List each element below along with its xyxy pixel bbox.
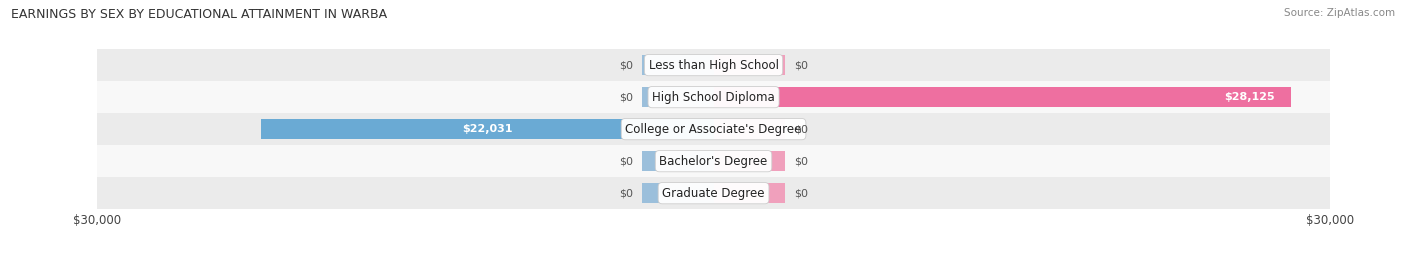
Bar (713, 87, 1291, 107)
Text: Less than High School: Less than High School (648, 59, 779, 72)
Bar (713, 151, 786, 171)
Text: Graduate Degree: Graduate Degree (662, 187, 765, 200)
Bar (97, 177, 1330, 209)
Text: $0: $0 (620, 156, 634, 166)
Text: Source: ZipAtlas.com: Source: ZipAtlas.com (1284, 8, 1395, 18)
Bar (641, 87, 713, 107)
Text: $0: $0 (620, 60, 634, 70)
Text: $28,125: $28,125 (1225, 92, 1275, 102)
Bar (262, 119, 713, 139)
Text: $0: $0 (793, 188, 807, 198)
Bar (713, 55, 786, 75)
Text: $0: $0 (793, 60, 807, 70)
Text: $0: $0 (793, 124, 807, 134)
Text: College or Associate's Degree: College or Associate's Degree (626, 123, 801, 136)
Text: Bachelor's Degree: Bachelor's Degree (659, 155, 768, 168)
Bar (97, 145, 1330, 177)
Bar (713, 119, 786, 139)
Bar (97, 49, 1330, 81)
Text: High School Diploma: High School Diploma (652, 91, 775, 104)
Bar (641, 151, 713, 171)
Text: $0: $0 (620, 188, 634, 198)
Bar (641, 55, 713, 75)
Text: $0: $0 (793, 156, 807, 166)
Bar (97, 113, 1330, 145)
Text: $0: $0 (620, 92, 634, 102)
Bar (713, 183, 786, 203)
Bar (97, 81, 1330, 113)
Text: EARNINGS BY SEX BY EDUCATIONAL ATTAINMENT IN WARBA: EARNINGS BY SEX BY EDUCATIONAL ATTAINMEN… (11, 8, 388, 21)
Legend: Male, Female: Male, Female (647, 266, 780, 269)
Bar (641, 183, 713, 203)
Text: $22,031: $22,031 (463, 124, 512, 134)
